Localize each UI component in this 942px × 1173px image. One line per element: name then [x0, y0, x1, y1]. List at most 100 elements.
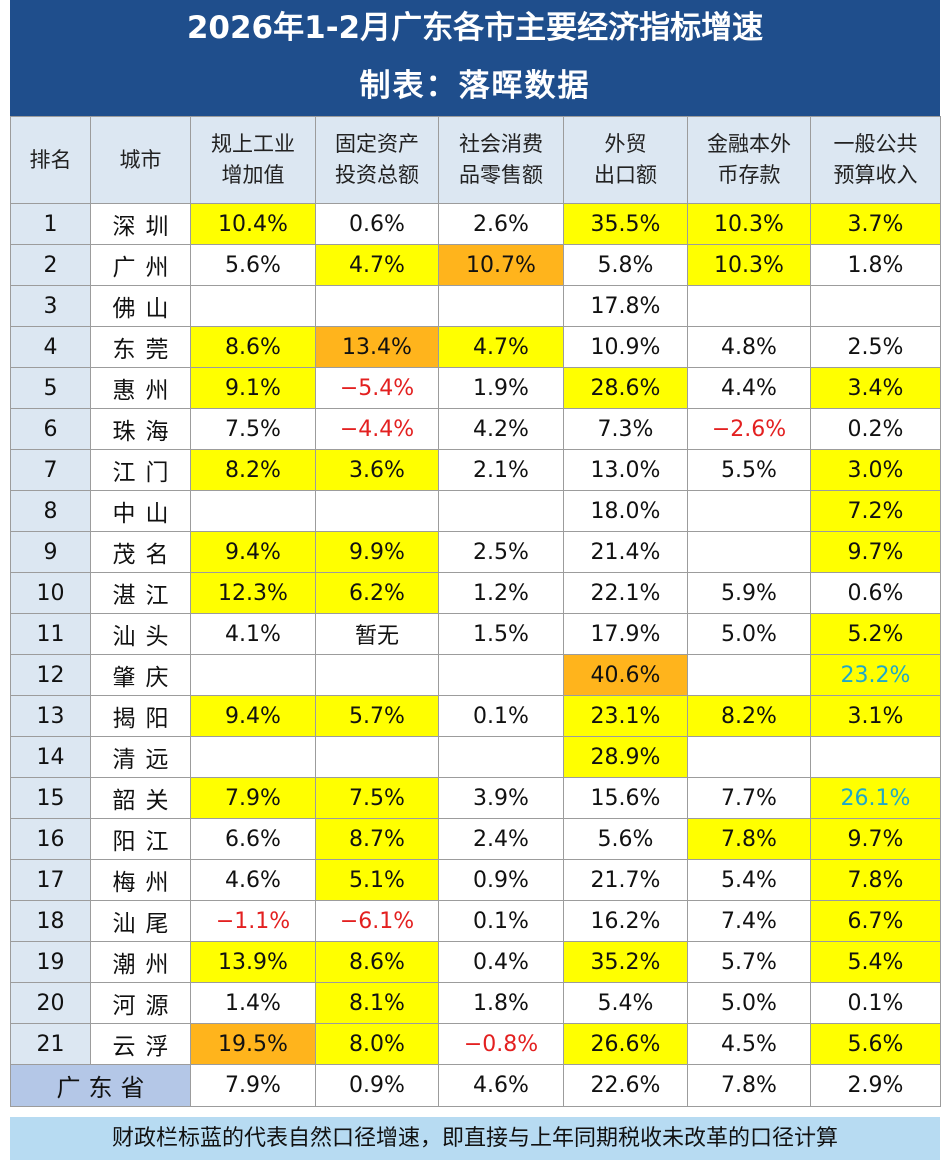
budget-cell: 3.7%: [810, 203, 941, 245]
export-cell: 28.6%: [563, 367, 688, 409]
fixed-investment-cell: [315, 654, 439, 696]
retail-cell: [438, 736, 564, 778]
budget-cell: 3.0%: [810, 449, 941, 491]
fixed-investment-cell: 8.6%: [315, 941, 439, 983]
table-body: 1 深圳 10.4% 0.6% 2.6% 35.5% 10.3% 3.7% 2 广州 5.6% 4.7…: [10, 203, 941, 1107]
city-cell: 肇庆: [90, 654, 191, 696]
budget-cell: 5.4%: [810, 941, 941, 983]
table-row: 1 深圳 10.4% 0.6% 2.6% 35.5% 10.3% 3.7%: [10, 203, 941, 245]
table-row: 15 韶关 7.9% 7.5% 3.9% 15.6% 7.7% 26.1%: [10, 777, 941, 819]
rank-cell: 10: [10, 572, 91, 614]
retail-cell: 4.7%: [438, 326, 564, 368]
table-row: 3 佛山 17.8%: [10, 285, 941, 327]
retail-cell: 2.4%: [438, 818, 564, 860]
city-cell: 汕尾: [90, 900, 191, 942]
retail-cell: 2.1%: [438, 449, 564, 491]
budget-cell: 7.8%: [810, 859, 941, 901]
header-deposit-line1: 金融本外: [707, 132, 791, 156]
export-cell: 35.2%: [563, 941, 688, 983]
deposit-cell: 10.3%: [687, 244, 811, 286]
table-row: 2 广州 5.6% 4.7% 10.7% 5.8% 10.3% 1.8%: [10, 244, 941, 286]
fixed-investment-cell: 0.6%: [315, 203, 439, 245]
table-row: 11 汕头 4.1% 暂无 1.5% 17.9% 5.0% 5.2%: [10, 613, 941, 655]
rank-cell: 2: [10, 244, 91, 286]
province-industrial-cell: 7.9%: [190, 1064, 316, 1107]
city-cell: 汕头: [90, 613, 191, 655]
budget-cell: 6.7%: [810, 900, 941, 942]
fixed-investment-cell: [315, 285, 439, 327]
budget-cell: 9.7%: [810, 818, 941, 860]
province-retail-cell: 4.6%: [438, 1064, 564, 1107]
deposit-cell: −2.6%: [687, 408, 811, 450]
city-cell: 深圳: [90, 203, 191, 245]
deposit-cell: 8.2%: [687, 695, 811, 737]
city-cell: 阳江: [90, 818, 191, 860]
deposit-cell: 4.4%: [687, 367, 811, 409]
rank-cell: 7: [10, 449, 91, 491]
header-export-line2: 出口额: [594, 163, 657, 187]
industrial-cell: 6.6%: [190, 818, 316, 860]
header-export: 外贸 出口额: [563, 116, 688, 204]
city-cell: 河源: [90, 982, 191, 1024]
deposit-cell: 4.8%: [687, 326, 811, 368]
industrial-cell: 4.1%: [190, 613, 316, 655]
deposit-cell: 5.0%: [687, 982, 811, 1024]
industrial-cell: 7.5%: [190, 408, 316, 450]
city-cell: 珠海: [90, 408, 191, 450]
industrial-cell: 5.6%: [190, 244, 316, 286]
industrial-cell: 9.1%: [190, 367, 316, 409]
fixed-investment-cell: −6.1%: [315, 900, 439, 942]
table-subtitle: 制表：落晖数据: [10, 56, 940, 116]
rank-cell: 6: [10, 408, 91, 450]
header-budget: 一般公共 预算收入: [810, 116, 941, 204]
retail-cell: 1.8%: [438, 982, 564, 1024]
city-cell: 惠州: [90, 367, 191, 409]
export-cell: 10.9%: [563, 326, 688, 368]
export-cell: 23.1%: [563, 695, 688, 737]
table-row: 5 惠州 9.1% −5.4% 1.9% 28.6% 4.4% 3.4%: [10, 367, 941, 409]
budget-cell: 0.2%: [810, 408, 941, 450]
header-deposit-line2: 币存款: [717, 163, 781, 187]
retail-cell: 0.4%: [438, 941, 564, 983]
budget-cell: 23.2%: [810, 654, 941, 696]
rank-cell: 15: [10, 777, 91, 819]
export-cell: 28.9%: [563, 736, 688, 778]
city-cell: 韶关: [90, 777, 191, 819]
industrial-cell: [190, 490, 316, 532]
header-deposit: 金融本外 币存款: [687, 116, 811, 204]
header-budget-line2: 预算收入: [833, 163, 918, 187]
export-cell: 21.4%: [563, 531, 688, 573]
industrial-cell: 10.4%: [190, 203, 316, 245]
city-cell: 湛江: [90, 572, 191, 614]
export-cell: 15.6%: [563, 777, 688, 819]
retail-cell: 2.5%: [438, 531, 564, 573]
table-title: 2026年1-2月广东各市主要经济指标增速: [10, 0, 940, 56]
header-city-label: 城市: [119, 147, 162, 172]
budget-cell: 0.6%: [810, 572, 941, 614]
fixed-investment-cell: 暂无: [315, 613, 439, 655]
header-industrial-line1: 规上工业: [211, 132, 295, 156]
rank-cell: 3: [10, 285, 91, 327]
table-row: 14 清远 28.9%: [10, 736, 941, 778]
table-row: 9 茂名 9.4% 9.9% 2.5% 21.4% 9.7%: [10, 531, 941, 573]
deposit-cell: [687, 490, 811, 532]
spreadsheet: 2026年1-2月广东各市主要经济指标增速 制表：落晖数据 排名 城市 规上工业…: [10, 0, 941, 1160]
retail-cell: 0.1%: [438, 695, 564, 737]
industrial-cell: 19.5%: [190, 1023, 316, 1065]
fixed-investment-cell: −5.4%: [315, 367, 439, 409]
retail-cell: [438, 285, 564, 327]
fixed-investment-cell: 5.1%: [315, 859, 439, 901]
fixed-investment-cell: 8.0%: [315, 1023, 439, 1065]
header-fixed-investment-line1: 固定资产: [335, 132, 419, 156]
export-cell: 7.3%: [563, 408, 688, 450]
table-row: 17 梅州 4.6% 5.1% 0.9% 21.7% 5.4% 7.8%: [10, 859, 941, 901]
retail-cell: 10.7%: [438, 244, 564, 286]
retail-cell: 2.6%: [438, 203, 564, 245]
budget-cell: [810, 736, 941, 778]
rank-cell: 9: [10, 531, 91, 573]
budget-cell: 1.8%: [810, 244, 941, 286]
retail-cell: [438, 490, 564, 532]
fixed-investment-cell: 8.7%: [315, 818, 439, 860]
industrial-cell: −1.1%: [190, 900, 316, 942]
rank-cell: 4: [10, 326, 91, 368]
